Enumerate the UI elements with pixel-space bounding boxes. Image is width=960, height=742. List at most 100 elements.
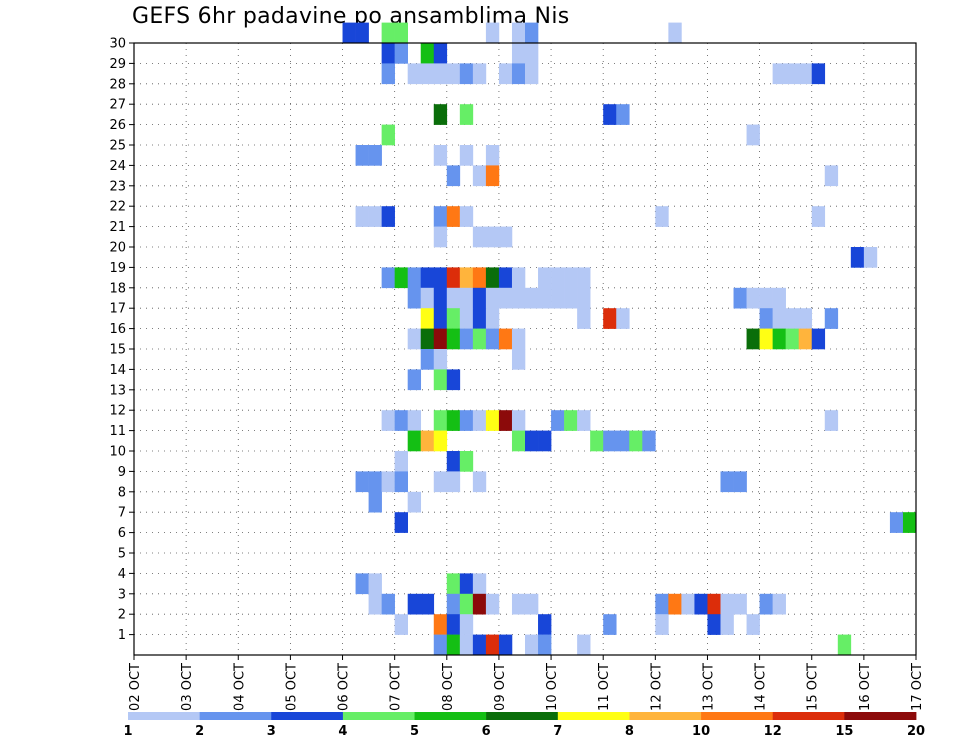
x-tick-label: 16 OCT [858,663,873,711]
heatmap-cell [525,430,539,452]
heatmap-cell [564,287,578,309]
heatmap-cell [355,22,369,44]
heatmap-cell [785,328,799,350]
heatmap-cell [511,22,526,44]
y-tick-label: 13 [109,383,126,398]
y-tick-label: 10 [109,445,126,460]
heatmap-cell [746,328,760,350]
heatmap-cell [538,430,552,452]
heatmap-cell [472,410,487,431]
heatmap-cell [459,451,474,472]
heatmap-cell [485,410,500,431]
heatmap-cell [394,43,408,64]
y-tick-label: 18 [109,281,126,296]
y-tick-label: 17 [109,302,126,317]
heatmap-cell [420,63,435,85]
heatmap-cell [381,267,395,289]
heatmap-cell [394,410,408,431]
heatmap-cell [355,145,369,166]
heatmap-cell [824,410,839,431]
heatmap-cell [368,145,382,166]
x-tick-label: 07 OCT [389,663,404,711]
y-tick-label: 15 [109,343,126,358]
y-tick-label: 1 [118,628,126,643]
colorbar-label: 1 [123,724,132,739]
heatmap-cell [394,471,408,493]
heatmap-cell [355,573,369,595]
y-tick-label: 19 [109,261,126,276]
heatmap-cell [538,287,552,309]
heatmap-cell [655,614,669,635]
y-tick-label: 12 [109,404,126,419]
heatmap-cell [538,634,552,656]
heatmap-cell [472,634,487,656]
heatmap-cell [681,593,695,615]
heatmap-cell [577,308,591,329]
heatmap-cell [433,614,448,635]
heatmap-cell [472,63,487,85]
heatmap-cell [642,430,656,452]
heatmap-cell [433,410,448,431]
heatmap-cell [525,22,539,44]
heatmap-cell [446,308,461,329]
heatmap-cell [720,471,734,493]
y-tick-label: 24 [109,159,126,174]
x-tick-label: 15 OCT [806,663,821,711]
x-tick-label: 10 OCT [545,663,560,711]
heatmap-cell [446,471,461,493]
x-tick-label: 02 OCT [128,663,143,711]
heatmap-cell [472,165,487,187]
x-tick-label: 13 OCT [701,663,716,711]
heatmap-cell [420,328,435,350]
heatmap-cell [498,634,513,656]
heatmap-cell [472,328,487,350]
heatmap-cell [525,63,539,85]
heatmap-cell [798,308,813,329]
heatmap-cell [433,430,448,452]
heatmap-cell [511,63,526,85]
heatmap-cell [472,471,487,493]
y-tick-label: 4 [118,567,126,582]
heatmap-cell [446,63,461,85]
y-tick-label: 28 [109,77,126,92]
heatmap-cell [407,63,422,85]
heatmap-cell [342,22,356,44]
heatmap-cell [772,308,786,329]
heatmap-cell [433,63,448,85]
heatmap-cell [759,593,773,615]
colorbar-swatch [414,712,487,720]
heatmap-cell [772,63,786,85]
heatmap-cell [420,349,435,370]
heatmap-cell [668,593,682,615]
heatmap-cell [394,451,408,472]
heatmap-cell [525,43,539,64]
heatmap-cell [485,22,500,44]
heatmap-cell [564,267,578,289]
heatmap-cell [381,63,395,85]
heatmap-cell [798,63,813,85]
heatmap-cell [381,22,395,44]
heatmap-cell [707,614,721,635]
heatmap-cell [629,430,643,452]
heatmap-cell [472,573,487,595]
x-tick-label: 09 OCT [493,663,508,711]
heatmap-cell [603,430,617,452]
heatmap-cell [485,328,500,350]
heatmap-cell [511,430,526,452]
y-tick-label: 6 [118,526,126,541]
y-tick-label: 30 [109,37,126,52]
heatmap-cell [485,165,500,187]
y-tick-label: 22 [109,200,126,215]
y-tick-label: 25 [109,139,126,154]
heatmap-cell [746,124,760,146]
colorbar-swatch [128,712,201,720]
colorbar: 1 2 3 4 5 6 7 8 10 12 15 20 [123,712,925,739]
heatmap-cell [511,593,526,615]
heatmap-cell [446,369,461,391]
heatmap-cell [538,614,552,635]
heatmap-cell [772,328,786,350]
y-tick-label: 11 [109,424,126,439]
heatmap-cell [511,349,526,370]
heatmap-cell [420,593,435,615]
